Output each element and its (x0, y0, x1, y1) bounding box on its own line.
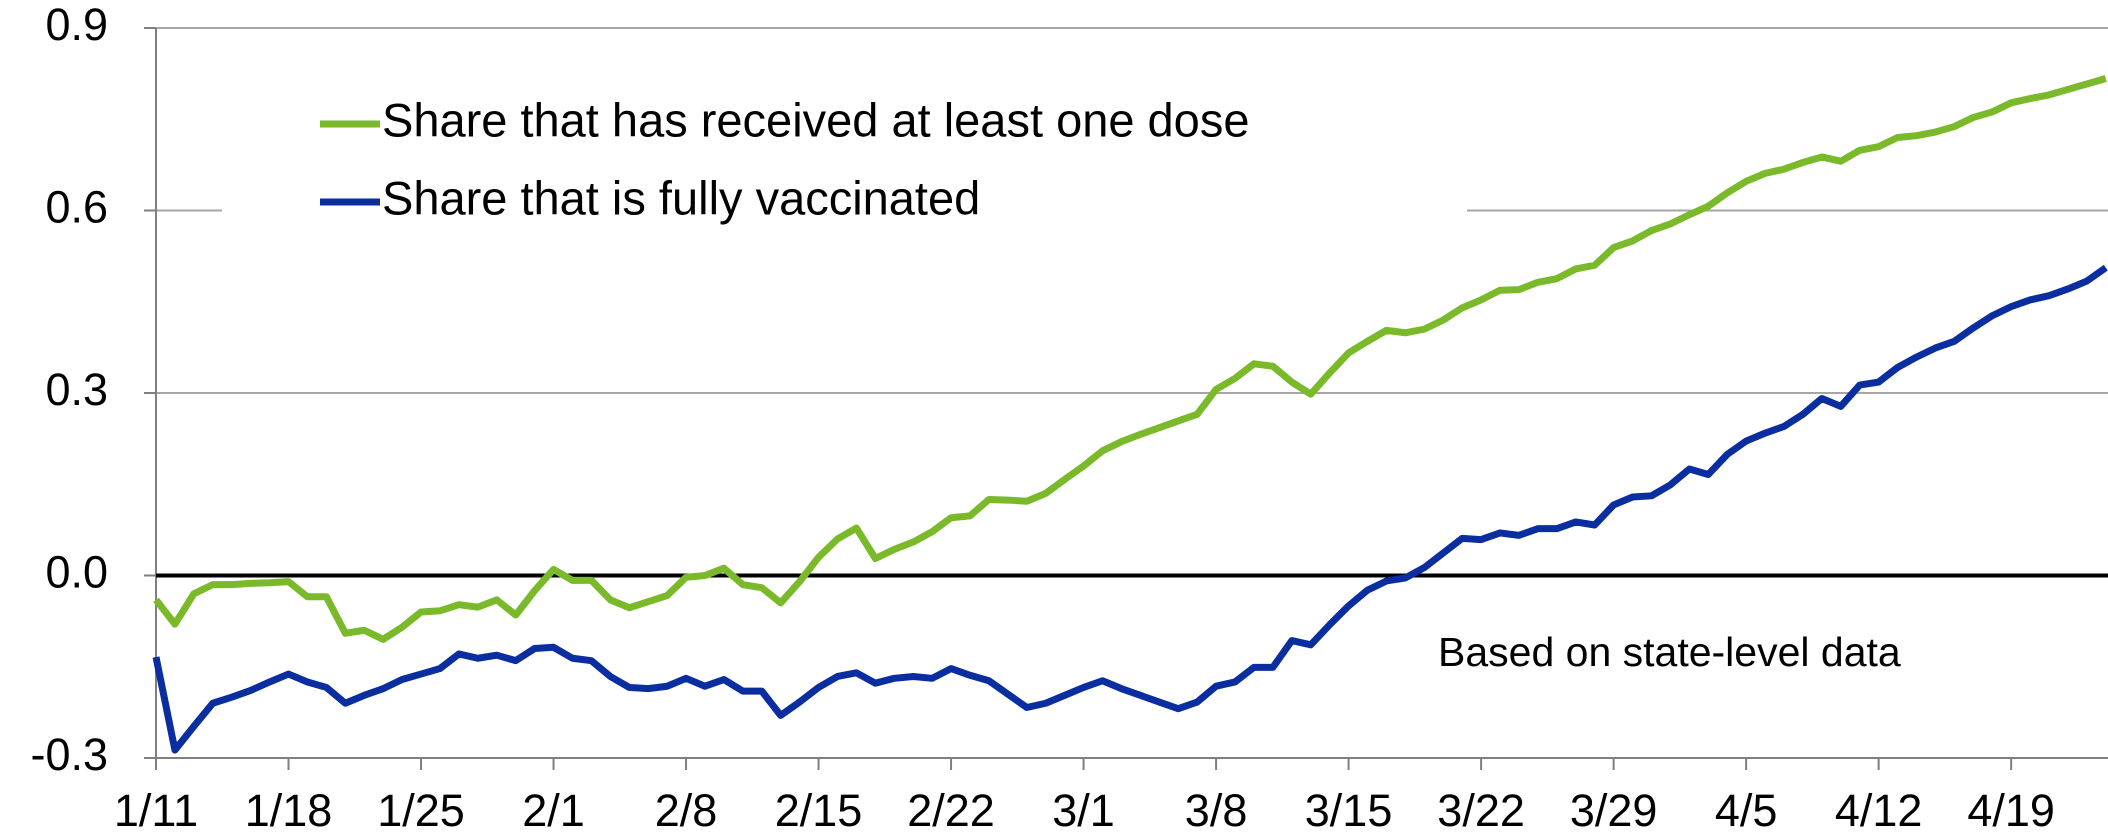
x-tick-label: 3/22 (1437, 785, 1525, 836)
y-tick-label: 0.0 (45, 546, 108, 597)
annotation: Based on state-level data (1438, 629, 1901, 675)
data-line (153, 75, 2107, 643)
y-tick-label: 0.9 (45, 0, 108, 50)
x-tick-label: 2/15 (775, 785, 863, 836)
y-tick-label: 0.6 (45, 181, 108, 232)
y-tick-label: 0.3 (45, 364, 108, 415)
x-tick-label: 2/8 (655, 785, 718, 836)
x-tick-label: 3/8 (1185, 785, 1248, 836)
x-tick-label: 1/25 (377, 785, 465, 836)
x-tick-label: 4/5 (1715, 785, 1778, 836)
x-tick-label: 3/29 (1570, 785, 1658, 836)
y-tick-label: -0.3 (30, 729, 108, 780)
legend-label: Share that has received at least one dos… (382, 93, 1249, 146)
data-line (152, 264, 2108, 754)
x-tick-label: 1/18 (245, 785, 333, 836)
legend-label: Share that is fully vaccinated (382, 171, 980, 224)
legend-box (222, 80, 1467, 250)
x-tick-label: 2/22 (907, 785, 995, 836)
x-tick-label: 2/1 (522, 785, 585, 836)
x-tick-label: 4/19 (1967, 785, 2055, 836)
x-tick-label: 4/12 (1835, 785, 1923, 836)
x-tick-label: 3/1 (1052, 785, 1115, 836)
x-tick-label: 3/15 (1305, 785, 1393, 836)
x-tick-label: 1/11 (114, 785, 198, 836)
